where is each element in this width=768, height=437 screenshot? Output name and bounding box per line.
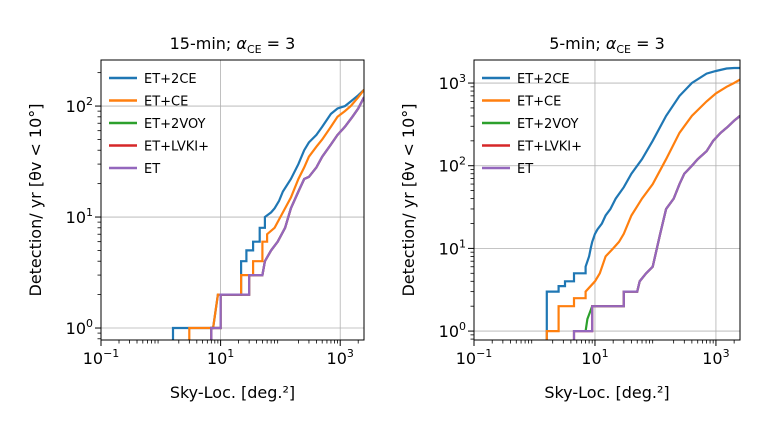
x-tick-label: 10−1 xyxy=(456,347,493,368)
y-tick-label: 102 xyxy=(66,95,93,116)
x-tick-label: 103 xyxy=(327,347,354,368)
y-tick-label: 101 xyxy=(66,206,93,227)
series-line-et-ce xyxy=(545,78,740,340)
axes-frame xyxy=(473,59,741,341)
legend-label: ET+CE xyxy=(144,95,188,110)
series-line-et xyxy=(210,96,364,340)
x-tick-label: 101 xyxy=(207,347,234,368)
x-axis-label: Sky-Loc. [deg.²] xyxy=(170,383,295,402)
legend: ET+2CE ET+CE ET+2VOY ET+LVKI+ ET xyxy=(109,72,209,177)
legend-label: ET+2CE xyxy=(144,72,197,87)
y-tick-label: 100 xyxy=(439,320,466,341)
x-axis-label: Sky-Loc. [deg.²] xyxy=(544,383,669,402)
legend-label: ET+CE xyxy=(517,95,561,110)
legend: ET+2CE ET+CE ET+2VOY ET+LVKI+ ET xyxy=(482,72,582,177)
y-tick-label: 101 xyxy=(439,237,466,258)
legend-label: ET+2CE xyxy=(517,72,570,87)
panel-15min: 10−1 101 103 100 101 102 15-min; αCE = 3 Sky-Lo… xyxy=(26,34,365,402)
series-line-et-ce xyxy=(188,89,364,340)
y-tick-label: 100 xyxy=(66,317,93,338)
y-axis-label: Detection/ yr [θv < 10°] xyxy=(399,103,418,296)
legend-label: ET xyxy=(144,162,160,177)
chart-title: 5-min; αCE = 3 xyxy=(549,34,665,56)
x-tick-label: 101 xyxy=(581,347,608,368)
axes-frame xyxy=(100,59,365,341)
legend-label: ET+LVKI+ xyxy=(144,140,209,155)
legend-label: ET+2VOY xyxy=(144,117,206,132)
series-line-et-2ce xyxy=(545,66,740,340)
y-tick-label: 102 xyxy=(439,155,466,176)
legend-label: ET xyxy=(517,162,533,177)
legend-label: ET+2VOY xyxy=(517,117,579,132)
y-axis-label: Detection/ yr [θv < 10°] xyxy=(26,103,45,296)
x-tick-label: 103 xyxy=(702,347,729,368)
x-tick-label: 10−1 xyxy=(83,347,120,368)
y-tick-label: 103 xyxy=(439,72,466,93)
panel-5min: 10−1 101 103 100 101 102 103 5-min; αCE = 3 Sky-… xyxy=(399,34,741,402)
series-line-et xyxy=(572,115,740,340)
legend-label: ET+LVKI+ xyxy=(517,140,582,155)
chart-title: 15-min; αCE = 3 xyxy=(170,34,296,56)
